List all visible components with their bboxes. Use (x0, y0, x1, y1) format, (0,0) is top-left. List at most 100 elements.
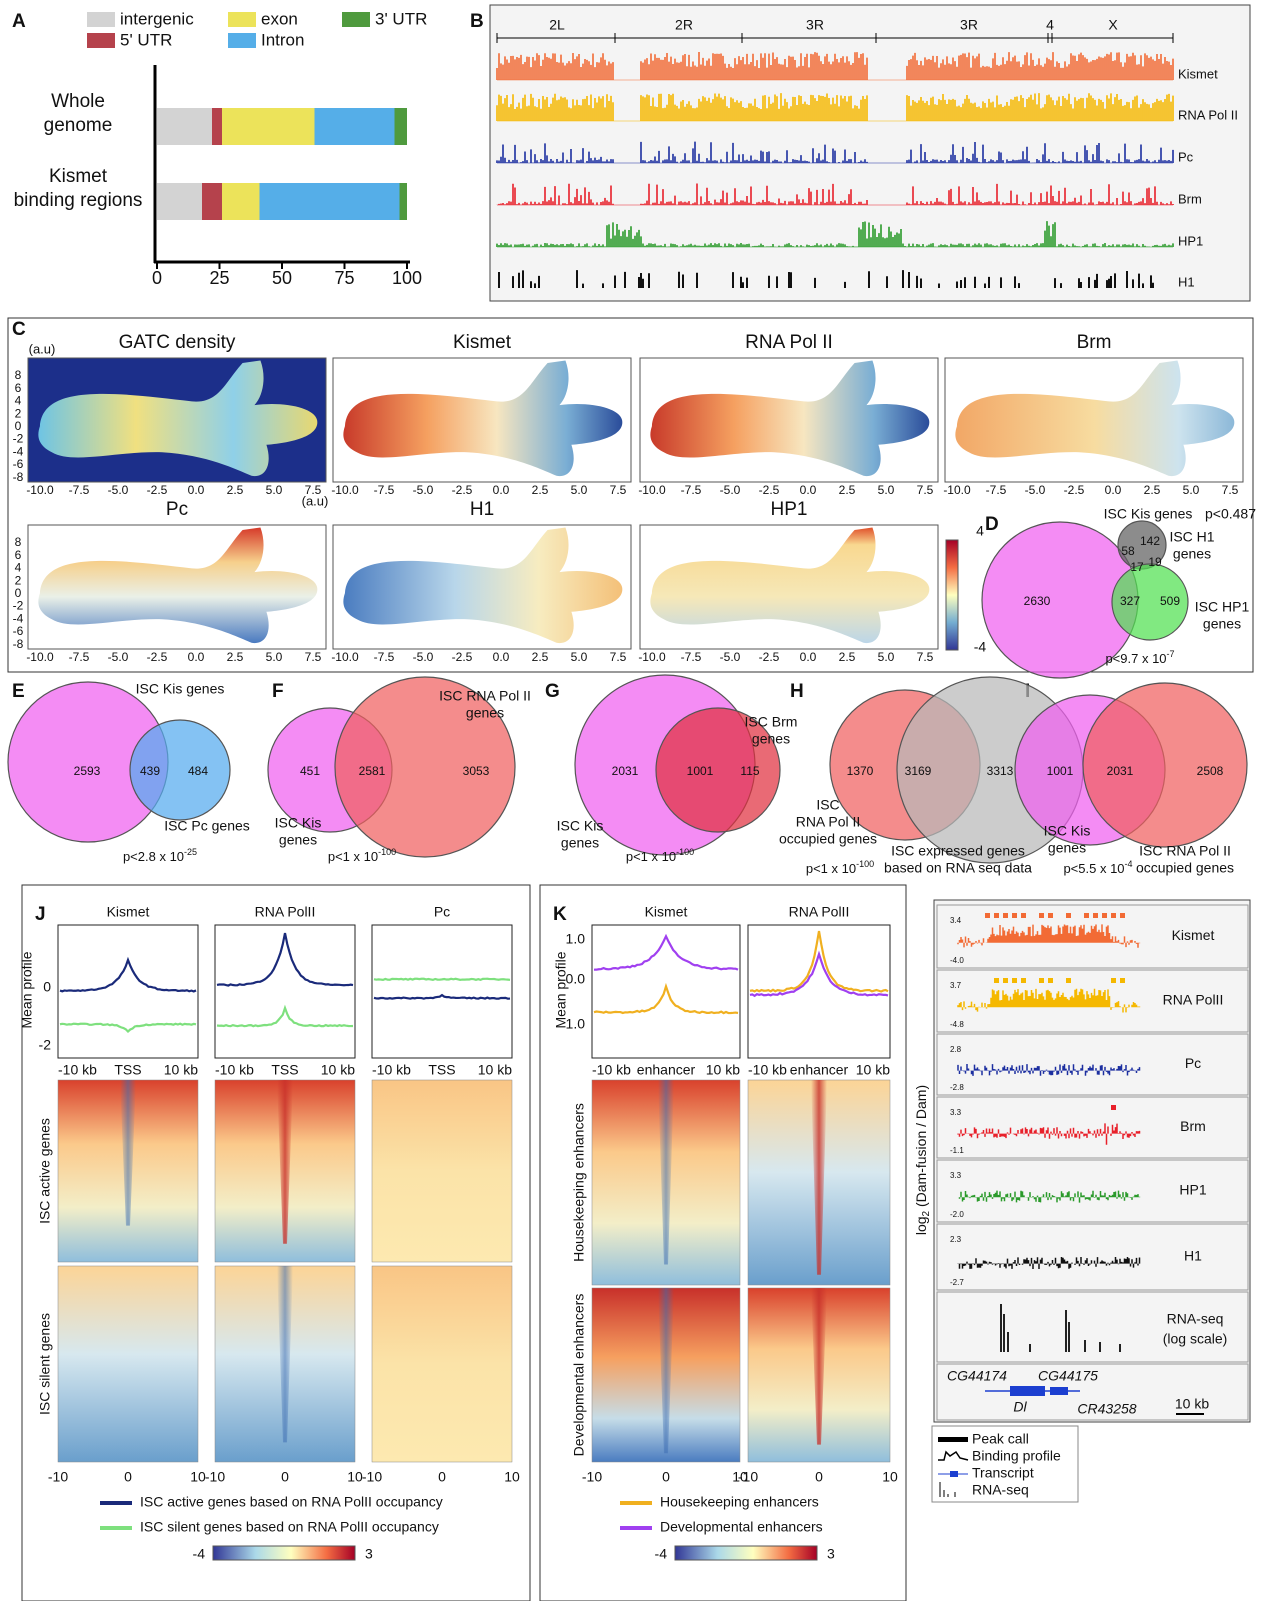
gene-name: CG44175 (1038, 1368, 1098, 1384)
peak-call (994, 913, 999, 918)
venn-label: ISC Brm (745, 714, 798, 730)
x-tick-label: -10 (738, 1469, 758, 1485)
x-tick-label: 0.0 (800, 650, 817, 664)
x-tick-label: -10.0 (26, 483, 54, 497)
legend-label: 3' UTR (375, 9, 427, 28)
p-value: p<1 x 10-100 (328, 847, 396, 864)
legend-icon (938, 1437, 968, 1442)
x-tick-label: 10 (347, 1469, 363, 1485)
mean-profile (593, 933, 739, 971)
venn-count: 2508 (1197, 764, 1224, 778)
bar-segment (399, 183, 407, 220)
x-label: enhancer (790, 1062, 849, 1078)
heatmap (371, 1265, 513, 1463)
x-tick-label: -7.5 (681, 650, 702, 664)
venn-label: occupied genes (1136, 860, 1234, 876)
bar-segment (259, 183, 400, 220)
mean-profile (59, 1022, 197, 1033)
row-label: Housekeeping enhancers (571, 1103, 587, 1262)
x-tick-label: -5.0 (108, 650, 129, 664)
peak-call (1066, 978, 1071, 983)
map-title: Brm (1077, 332, 1112, 353)
heatmap (57, 1265, 199, 1463)
venn-label: ISC Kis (1044, 823, 1091, 839)
venn-set (129, 719, 231, 821)
venn-set (334, 676, 516, 858)
panel-label: G (545, 681, 560, 702)
profile-frame (371, 924, 513, 1059)
venn-count: 2031 (1107, 764, 1134, 778)
panel-frame (21, 884, 531, 1601)
track-signal (957, 988, 1141, 1013)
chromosome-label: 3R (806, 17, 824, 33)
x-tick-label: 0.0 (493, 650, 510, 664)
umap-embedding (343, 527, 623, 644)
legend-label: Intron (261, 30, 304, 49)
y-tick-label: -8 (13, 470, 24, 484)
y-tick-label: 1.0 (566, 1016, 586, 1032)
umap-embedding (38, 527, 318, 644)
y-tick-label: -2 (13, 432, 24, 446)
map-title: GATC density (119, 332, 236, 353)
track-name: HP1 (1178, 233, 1203, 248)
venn-count: 1001 (1047, 764, 1074, 778)
venn-count: 2031 (612, 764, 639, 778)
x-tick-label: -10.0 (638, 483, 666, 497)
venn-count: 142 (1140, 534, 1160, 548)
p-value-base: p<5.5 x 10 (1063, 861, 1124, 876)
gene-name: Dl (1013, 1399, 1027, 1415)
chromosome-label: 4 (1046, 17, 1054, 33)
x-label: 10 kb (856, 1062, 890, 1078)
colorbar (674, 1545, 818, 1561)
umap-embedding (38, 360, 318, 477)
track-max: 3.4 (950, 916, 962, 925)
legend-swatch (342, 12, 370, 27)
x-label: -10 kb (58, 1062, 97, 1078)
venn-label: ISC expressed genes (891, 843, 1025, 859)
x-tick-label: 0 (662, 1469, 670, 1485)
x-tick-label: 0.0 (188, 650, 205, 664)
track-name: RNA-seq (1167, 1311, 1224, 1327)
row-frame (936, 904, 1249, 969)
x-tick-label: 0.0 (493, 483, 510, 497)
umap-embedding (955, 360, 1235, 477)
row-label: Developmental enhancers (571, 1294, 587, 1457)
venn-set (1082, 682, 1248, 848)
rnaseq-signal (1000, 1304, 1121, 1352)
x-tick-label: 7.5 (305, 650, 322, 664)
p-value: p<1 x 10-100 (626, 847, 694, 864)
track-signal (957, 1123, 1141, 1145)
panel-label: A (12, 11, 26, 32)
p-value-base: p<1 x 10 (806, 861, 856, 876)
venn-count: 3313 (987, 764, 1014, 778)
x-tick-label: 75 (334, 268, 354, 288)
track-max: 2.8 (950, 1045, 962, 1054)
x-tick-label: 100 (392, 268, 422, 288)
x-tick-label: -7.5 (986, 483, 1007, 497)
y-label-part: log (913, 1216, 929, 1235)
map-title: RNA Pol II (745, 332, 833, 353)
row-frame (936, 1223, 1249, 1291)
row-frame (936, 1096, 1249, 1159)
legend-label: ISC silent genes based on RNA PolII occu… (140, 1519, 439, 1535)
y-tick-label: 0 (43, 979, 51, 995)
track-name: Brm (1180, 1118, 1206, 1134)
y-tick-label: 0 (15, 586, 22, 600)
row-frame (936, 1363, 1249, 1421)
x-tick-label: 0.0 (800, 483, 817, 497)
umap-embedding (650, 527, 930, 644)
venn-label: genes (466, 705, 504, 721)
colorbar (212, 1545, 356, 1561)
track-min: -2.8 (950, 1083, 964, 1092)
legend-label: Binding profile (972, 1448, 1061, 1464)
legend-label: Developmental enhancers (660, 1519, 823, 1535)
gene-name: CG44174 (947, 1368, 1007, 1384)
peak-call (1093, 913, 1098, 918)
profile-frame (591, 924, 741, 1059)
colorbar-label: -4 (974, 639, 987, 655)
y-tick-label: -6 (13, 624, 24, 638)
venn-label: ISC Pc genes (164, 818, 250, 834)
x-label: TSS (271, 1062, 298, 1078)
x-tick-label: -10 (362, 1469, 382, 1485)
